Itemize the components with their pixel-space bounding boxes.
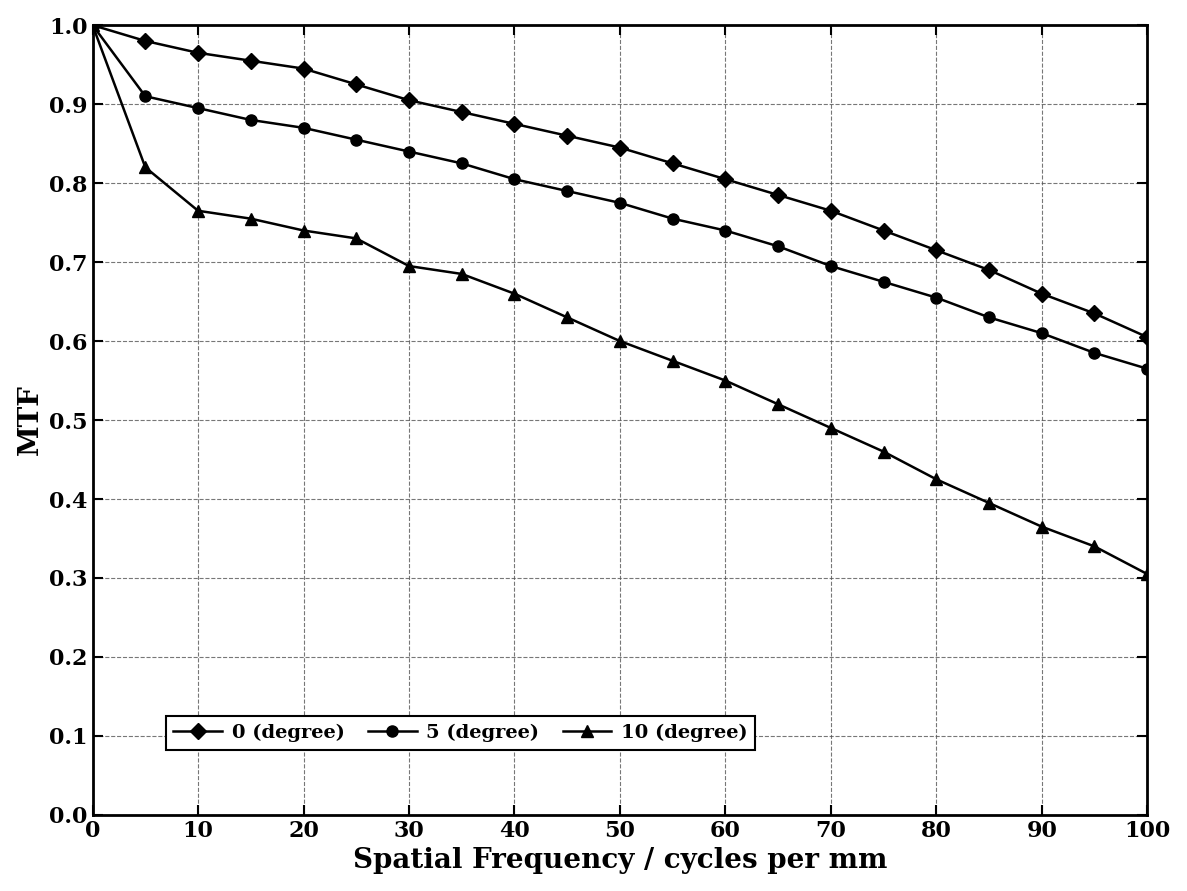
- 10 (degree): [1140, 568, 1154, 579]
- 0 (degree): [507, 119, 521, 129]
- 0 (degree): [1035, 289, 1049, 299]
- 5 (degree): [982, 312, 996, 323]
- Line: 0 (degree): 0 (degree): [87, 20, 1153, 343]
- Line: 5 (degree): 5 (degree): [87, 20, 1153, 374]
- 5 (degree): [1035, 328, 1049, 339]
- Legend: 0 (degree), 5 (degree), 10 (degree): 0 (degree), 5 (degree), 10 (degree): [165, 716, 755, 750]
- 0 (degree): [666, 158, 680, 168]
- 0 (degree): [85, 20, 100, 30]
- 10 (degree): [191, 206, 205, 217]
- 5 (degree): [243, 115, 258, 126]
- 10 (degree): [1087, 541, 1102, 552]
- 0 (degree): [612, 143, 627, 153]
- 5 (degree): [666, 213, 680, 224]
- X-axis label: Spatial Frequency / cycles per mm: Spatial Frequency / cycles per mm: [353, 847, 887, 874]
- Line: 10 (degree): 10 (degree): [87, 20, 1153, 580]
- 10 (degree): [138, 162, 152, 173]
- 0 (degree): [191, 47, 205, 58]
- 10 (degree): [507, 289, 521, 299]
- 10 (degree): [85, 20, 100, 30]
- 0 (degree): [876, 225, 890, 236]
- Y-axis label: MTF: MTF: [17, 385, 44, 455]
- 5 (degree): [929, 292, 944, 303]
- 10 (degree): [560, 312, 575, 323]
- 10 (degree): [455, 268, 469, 279]
- 5 (degree): [612, 198, 627, 208]
- 10 (degree): [612, 336, 627, 347]
- 0 (degree): [1087, 308, 1102, 319]
- 10 (degree): [772, 399, 786, 410]
- 10 (degree): [666, 356, 680, 366]
- 5 (degree): [718, 225, 732, 236]
- 0 (degree): [929, 245, 944, 256]
- 0 (degree): [560, 130, 575, 141]
- 5 (degree): [507, 174, 521, 184]
- 10 (degree): [982, 497, 996, 508]
- 10 (degree): [929, 474, 944, 485]
- 10 (degree): [1035, 521, 1049, 532]
- 5 (degree): [349, 135, 363, 145]
- 0 (degree): [297, 63, 311, 74]
- 10 (degree): [876, 446, 890, 457]
- 5 (degree): [297, 122, 311, 133]
- 10 (degree): [824, 422, 838, 433]
- 0 (degree): [772, 190, 786, 200]
- 0 (degree): [243, 55, 258, 66]
- 0 (degree): [718, 174, 732, 184]
- 0 (degree): [1140, 331, 1154, 342]
- 10 (degree): [718, 375, 732, 386]
- 10 (degree): [243, 213, 258, 224]
- 5 (degree): [455, 158, 469, 168]
- 5 (degree): [1140, 364, 1154, 374]
- 0 (degree): [455, 107, 469, 118]
- 5 (degree): [191, 102, 205, 113]
- 5 (degree): [560, 185, 575, 196]
- 0 (degree): [982, 265, 996, 275]
- 5 (degree): [85, 20, 100, 30]
- 10 (degree): [402, 261, 417, 272]
- 0 (degree): [138, 36, 152, 46]
- 0 (degree): [824, 206, 838, 217]
- 5 (degree): [138, 91, 152, 102]
- 5 (degree): [824, 261, 838, 272]
- 5 (degree): [1087, 347, 1102, 358]
- 0 (degree): [349, 79, 363, 90]
- 10 (degree): [349, 233, 363, 244]
- 10 (degree): [297, 225, 311, 236]
- 5 (degree): [772, 241, 786, 251]
- 5 (degree): [876, 276, 890, 287]
- 0 (degree): [402, 94, 417, 105]
- 5 (degree): [402, 146, 417, 157]
